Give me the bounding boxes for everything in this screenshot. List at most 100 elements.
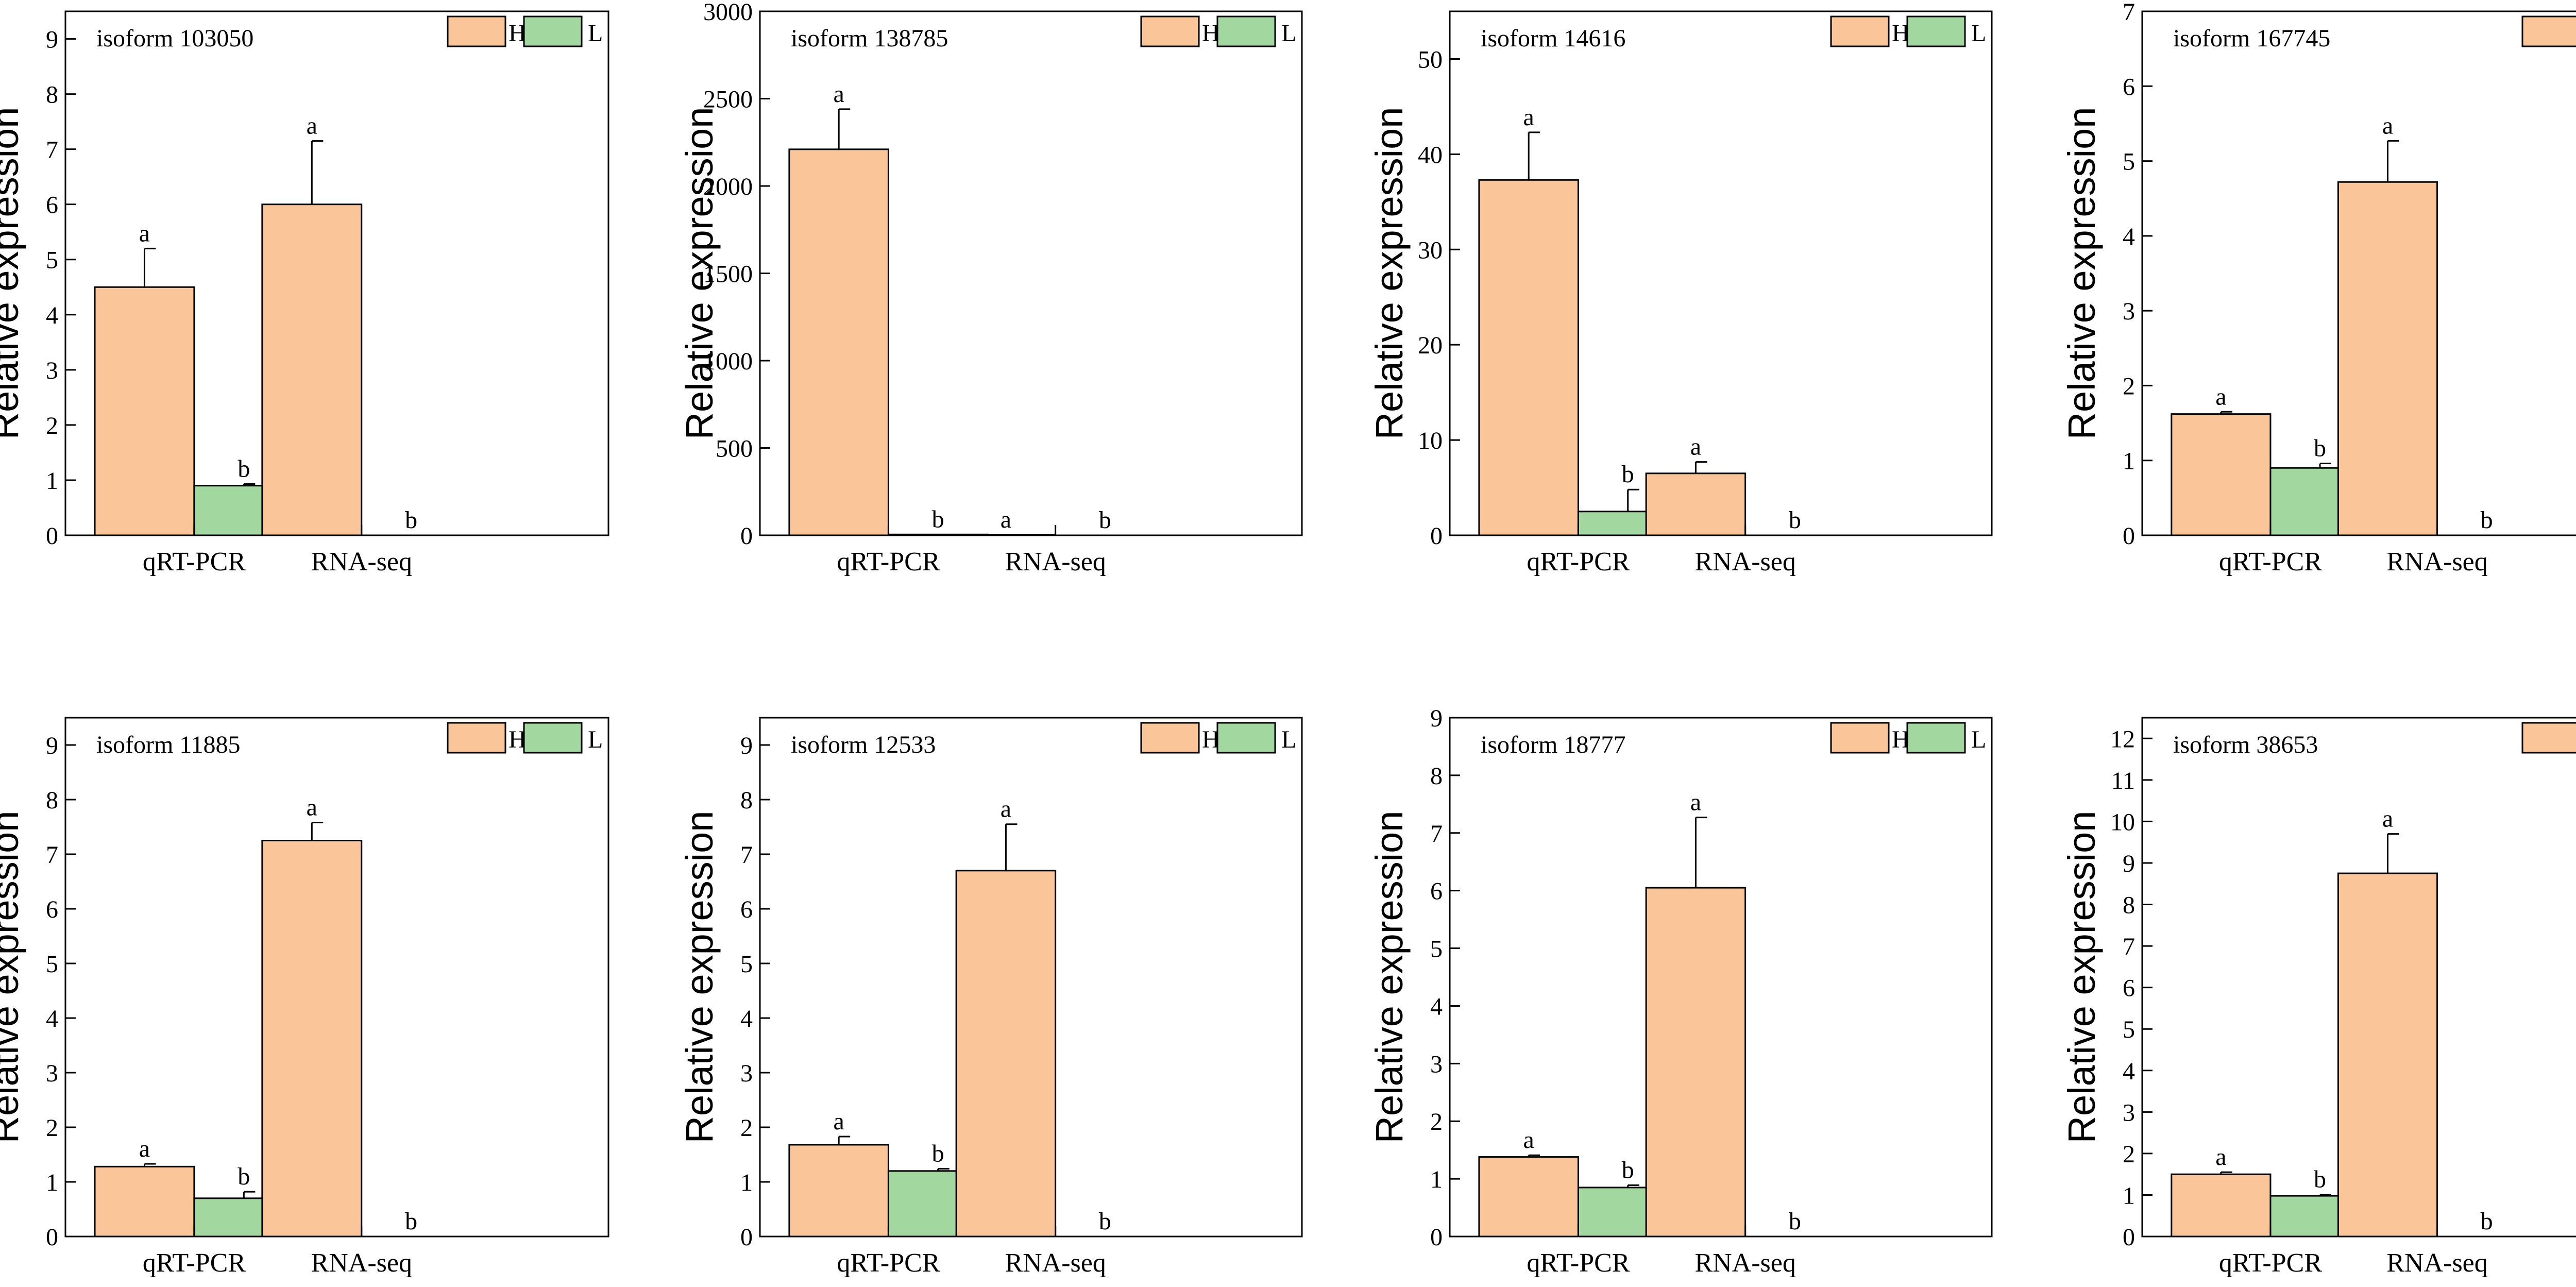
x-tick-label: RNA-seq [311,547,412,577]
y-tick-label: 6 [740,896,753,923]
bar-h-0 [788,148,889,536]
y-tick-label: 7 [46,841,58,869]
y-tick-label: 1 [2123,448,2135,475]
bar-h-1 [1645,472,1747,536]
y-axis-label: Relative expression [2060,811,2103,1144]
bar-h-1 [261,840,363,1238]
y-tick-label: 0 [46,522,58,550]
bar-h-0 [2171,413,2272,536]
bar-h-1 [261,204,363,536]
bar-h-1 [2337,872,2438,1238]
significance-letter: b [1099,506,1111,534]
y-tick-label: 11 [2111,767,2135,794]
y-tick-label: 8 [1430,763,1443,790]
y-tick-label: 3 [46,357,58,384]
significance-letter: b [405,1208,417,1235]
y-tick-label: 4 [46,1005,58,1032]
significance-letter: b [1099,1208,1111,1235]
y-tick-label: 6 [46,896,58,923]
legend-swatch-l [1216,722,1276,754]
y-tick-label: 0 [2123,1224,2135,1251]
y-tick-label: 4 [46,302,58,329]
y-axis-label: Relative expression [0,107,26,440]
bar-h-0 [94,1165,195,1238]
y-axis-label: Relative expression [678,107,721,440]
legend-label-l: L [1971,20,1986,47]
x-tick-label: RNA-seq [1005,1248,1106,1278]
significance-letter: b [238,455,250,482]
significance-letter: b [2314,435,2326,462]
legend-swatch-l [523,15,583,47]
y-tick-label: 8 [46,787,58,814]
chart-title: isoform 18777 [1481,731,1625,758]
y-tick-label: 0 [46,1224,58,1251]
legend-label-l: L [588,726,603,753]
chart-title: isoform 12533 [791,731,936,758]
y-tick-label: 0 [1430,522,1443,550]
y-axis-label: Relative expression [678,811,721,1144]
significance-letter: a [2382,805,2393,833]
chart-panel: 0 10 20 30 40 50 Relative expression isoform 14… [1368,10,1993,577]
chart-title: isoform 14616 [1481,25,1625,52]
legend-swatch-h [447,722,506,754]
bar-h-0 [94,286,195,536]
x-tick-label: qRT-PCR [837,547,940,577]
x-tick-label: qRT-PCR [143,547,246,577]
y-tick-label: 6 [46,192,58,219]
y-tick-label: 4 [2123,1058,2135,1085]
y-tick-label: 2 [1430,1108,1443,1136]
chart-panel: 0 1 2 3 4 5 6 7 8 9 Relative expression isoform 187… [1368,705,1993,1278]
y-tick-label: 5 [740,951,753,978]
y-tick-label: 1500 [703,261,753,288]
legend-swatch-l [1906,15,1966,47]
y-tick-label: 3000 [703,0,753,26]
y-axis-label: Relative expression [0,811,26,1144]
x-tick-label: RNA-seq [311,1248,412,1278]
legend-swatch-h [1830,722,1890,754]
legend-label-l: L [1281,20,1296,47]
chart-title: isoform 11885 [96,731,241,758]
y-tick-label: 7 [1430,820,1443,848]
significance-letter: a [1523,1126,1534,1154]
y-tick-label: 12 [2110,725,2135,753]
y-tick-label: 3 [46,1060,58,1087]
legend-swatch-h [2521,722,2576,754]
significance-letter: a [834,80,844,108]
y-tick-label: 1 [740,1169,753,1196]
y-tick-label: 5 [1430,936,1443,963]
chart-panel: 0 1 2 3 4 5 6 7 8 9 Relative expression isoform 103… [0,10,609,577]
significance-letter: b [405,506,417,534]
legend-swatch-l [1216,15,1276,47]
x-tick-label: qRT-PCR [2219,547,2322,577]
y-tick-label: 6 [2123,975,2135,1002]
y-tick-label: 3 [1430,1051,1443,1078]
significance-letter: a [307,112,317,140]
y-tick-label: 0 [2123,522,2135,550]
y-tick-label: 5 [2123,148,2135,176]
significance-letter: a [307,794,317,821]
y-axis-label: Relative expression [1368,107,1411,440]
significance-letter: a [1523,104,1534,131]
y-tick-label: 500 [716,435,753,463]
y-tick-label: 2000 [703,173,753,200]
x-tick-label: qRT-PCR [143,1248,246,1278]
y-tick-label: 30 [1418,236,1443,264]
y-tick-label: 7 [740,841,753,869]
x-tick-label: RNA-seq [1694,1248,1795,1278]
y-tick-label: 1000 [703,348,753,375]
legend-swatch-l [1906,722,1966,754]
y-tick-label: 0 [1430,1224,1443,1251]
chart-title: isoform 103050 [96,25,253,52]
chart-title: isoform 138785 [791,25,948,52]
significance-letter: b [2481,506,2493,534]
y-tick-label: 6 [1430,878,1443,905]
y-tick-label: 9 [1430,705,1443,732]
y-tick-label: 6 [2123,73,2135,100]
significance-letter: b [2314,1166,2326,1193]
significance-letter: b [1789,1208,1801,1235]
y-tick-label: 4 [2123,223,2135,250]
x-tick-label: qRT-PCR [837,1248,940,1278]
significance-letter: a [834,1108,844,1135]
